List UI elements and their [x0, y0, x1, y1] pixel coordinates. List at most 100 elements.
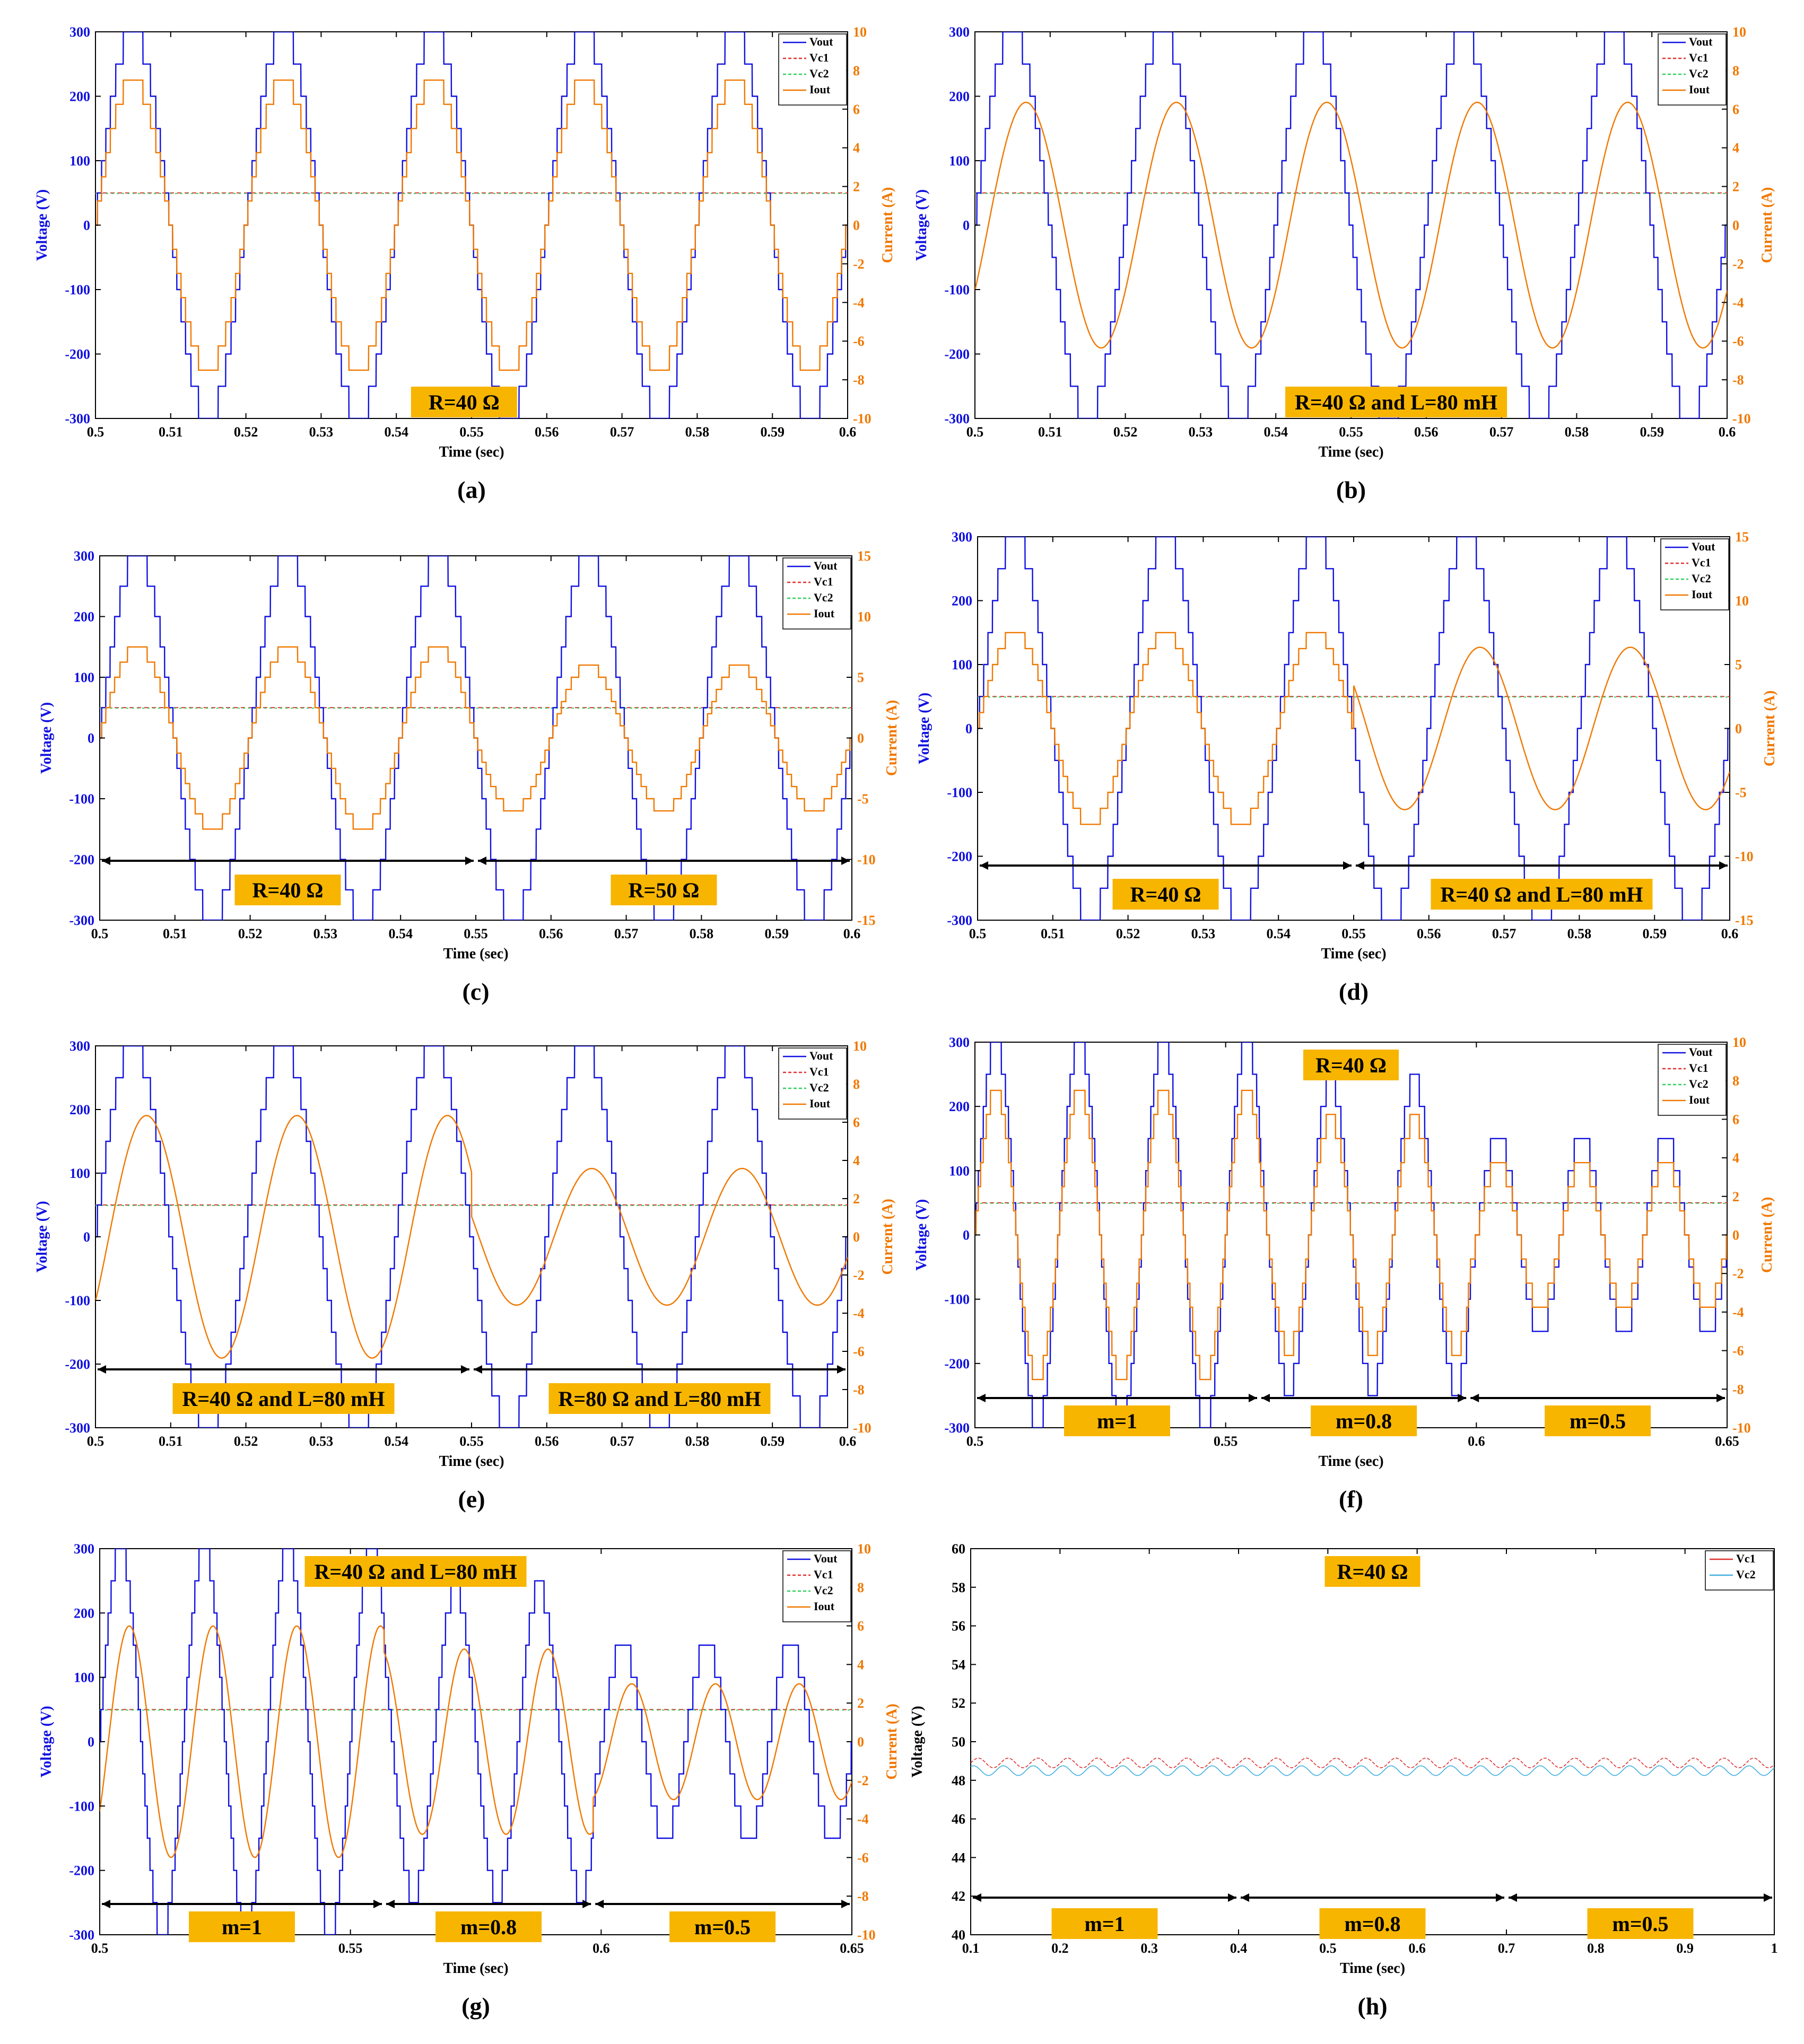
- y-tick-label: 0: [83, 1229, 90, 1245]
- legend-entry: Vout: [809, 35, 833, 48]
- y-tick-label: -200: [65, 1357, 90, 1372]
- y2-tick-label: -6: [857, 1850, 869, 1865]
- arrowhead: [841, 857, 850, 865]
- x-tick-label: 0.55: [459, 424, 484, 440]
- legend-entry: Vc2: [809, 67, 829, 80]
- arrowhead: [102, 857, 110, 865]
- plot-area: [975, 32, 1727, 418]
- y-tick-label: -100: [69, 791, 94, 807]
- arrowhead: [474, 1365, 482, 1374]
- x-tick-label: 0.65: [840, 1941, 864, 1956]
- y2-axis-label: Current (A): [884, 1704, 900, 1779]
- condition-label: R=40 Ω and L=80 mH: [1440, 883, 1643, 906]
- y-axis-label: Voltage (V): [38, 1706, 55, 1777]
- legend: Vout Vc1 Vc2 Iout: [1660, 538, 1729, 610]
- panel-caption: (g): [461, 1993, 490, 2020]
- condition-label: R=80 Ω and L=80 mH: [558, 1387, 761, 1411]
- y-tick-label: 300: [74, 548, 94, 564]
- y-tick-label: -300: [65, 1420, 90, 1436]
- y-tick-label: 200: [69, 89, 90, 104]
- y2-tick-label: -4: [1732, 1305, 1744, 1320]
- y-tick-label: 0: [963, 1228, 970, 1243]
- condition-label: R=50 Ω: [629, 878, 700, 902]
- x-tick-label: 0.51: [163, 926, 187, 941]
- y2-tick-label: 8: [853, 1077, 860, 1092]
- y2-tick-label: -10: [857, 1927, 876, 1943]
- x-axis-label: Time (sec): [1321, 946, 1386, 962]
- y-tick-label: -200: [69, 1863, 94, 1879]
- x-tick-label: 0.5: [87, 1434, 104, 1449]
- x-tick-label: 0.6: [1468, 1434, 1485, 1449]
- legend-entry: Iout: [1689, 83, 1710, 96]
- x-axis-label: Time (sec): [443, 946, 508, 962]
- x-tick-label: 0.55: [1339, 424, 1363, 440]
- x-tick-label: 0.56: [1414, 424, 1439, 440]
- y-axis-label: Voltage (V): [913, 1199, 930, 1271]
- y-tick-label: 54: [952, 1657, 965, 1672]
- x-tick-label: 0.53: [309, 424, 334, 440]
- y-tick-label: -300: [65, 411, 90, 426]
- legend-entry: Iout: [1689, 1093, 1710, 1106]
- legend-entry: Vout: [1689, 35, 1713, 48]
- x-tick-label: 0.1: [962, 1941, 980, 1956]
- y2-tick-label: -5: [857, 791, 869, 807]
- y2-axis-label: Current (A): [879, 1199, 896, 1274]
- arrowhead: [1343, 861, 1352, 870]
- y-tick-label: -100: [69, 1798, 94, 1814]
- y-tick-label: -300: [69, 1927, 94, 1943]
- title-label: R=40 Ω: [1315, 1053, 1387, 1077]
- x-tick-label: 0.2: [1051, 1941, 1069, 1956]
- y2-tick-label: 5: [857, 670, 864, 685]
- x-tick-label: 0.52: [234, 424, 258, 440]
- x-axis-label: Time (sec): [1318, 1453, 1383, 1470]
- x-tick-label: 0.4: [1230, 1941, 1248, 1956]
- y-tick-label: 48: [952, 1773, 965, 1788]
- vc1-line: [971, 1758, 1774, 1768]
- arrowhead: [1496, 1893, 1504, 1902]
- plot-area: [971, 1758, 1774, 1776]
- legend-entry: Iout: [814, 1600, 835, 1613]
- y-tick-label: -100: [947, 785, 972, 800]
- x-tick-label: 0.5: [1319, 1941, 1337, 1956]
- y2-axis-label: Current (A): [884, 700, 900, 776]
- y-tick-label: 200: [74, 609, 94, 625]
- legend-entry: Vout: [809, 1049, 833, 1062]
- panel-a: 0.5 0.51 0.52 0.53 0.54 0.55 0.56 0.57 0.58 0.59 0…: [34, 24, 896, 503]
- x-tick-label: 0.6: [839, 424, 857, 440]
- y2-tick-label: 10: [857, 1541, 871, 1557]
- plot-area: [95, 32, 848, 418]
- legend-box: [1705, 1550, 1774, 1591]
- legend-entry: Vc2: [1689, 67, 1709, 80]
- y-tick-label: -300: [944, 1420, 970, 1436]
- x-tick-label: 0.53: [309, 1434, 334, 1449]
- arrowhead: [582, 1900, 591, 1908]
- y-tick-label: 200: [69, 1102, 90, 1117]
- x-tick-label: 0.51: [159, 1434, 183, 1449]
- y2-tick-label: -2: [1732, 256, 1744, 272]
- condition-label: m=0.8: [1336, 1409, 1392, 1433]
- y2-tick-label: 0: [853, 1229, 860, 1245]
- condition-label: m=1: [1097, 1409, 1137, 1433]
- legend-entry: Vc1: [1689, 51, 1709, 64]
- y-tick-label: 100: [74, 1670, 94, 1685]
- condition-label: m=1: [1084, 1912, 1125, 1936]
- x-tick-label: 0.59: [1640, 424, 1664, 440]
- x-tick-label: 0.58: [690, 926, 714, 941]
- iout-line: [978, 632, 1730, 825]
- y2-tick-label: 0: [857, 731, 864, 746]
- y2-tick-label: 0: [1732, 218, 1739, 233]
- plot-area: [100, 556, 852, 920]
- x-tick-label: 0.53: [313, 926, 338, 941]
- y-tick-label: -300: [944, 411, 970, 426]
- legend-box: [1660, 538, 1729, 610]
- y2-axis-label: Current (A): [1762, 691, 1778, 766]
- title-label: R=40 Ω: [1337, 1560, 1408, 1584]
- y-tick-label: 58: [952, 1580, 965, 1595]
- condition-label-box: [1051, 1908, 1158, 1939]
- legend-entry: Vc1: [814, 1568, 833, 1581]
- x-tick-label: 0.55: [1341, 926, 1366, 941]
- y2-tick-label: -6: [1732, 1343, 1744, 1359]
- y2-tick-label: -10: [1732, 1420, 1751, 1436]
- y-tick-label: 46: [952, 1812, 965, 1827]
